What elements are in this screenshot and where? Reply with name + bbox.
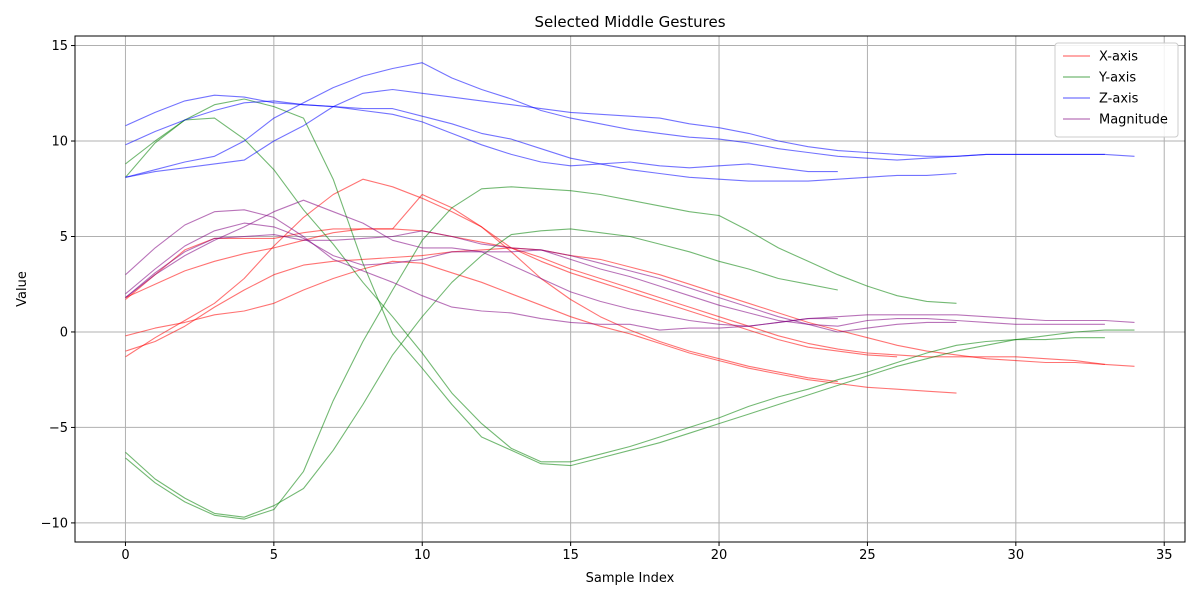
legend-label: X-axis [1099, 50, 1138, 65]
legend-label: Y-axis [1098, 71, 1136, 86]
legend-label: Z-axis [1099, 92, 1139, 107]
plot-frame [74, 35, 1186, 543]
series-line-y-axis-5 [125, 186, 957, 520]
x-tick-label: 15 [562, 548, 579, 563]
series-line-x-axis-2 [125, 247, 1135, 367]
y-tick-label: 15 [51, 39, 68, 54]
y-tick-label: 10 [51, 135, 68, 150]
x-axis-label: Sample Index [586, 571, 675, 586]
y-tick-label: −10 [41, 516, 68, 531]
series-line-y-axis-6 [125, 228, 838, 518]
chart-title: Selected Middle Gestures [534, 13, 725, 31]
x-tick-label: 25 [859, 548, 876, 563]
series-line-x-axis-3 [125, 228, 1105, 365]
series-line-magnitude-15 [125, 230, 1105, 327]
series-line-y-axis-7 [125, 98, 1135, 467]
series-line-magnitude-16 [125, 199, 1135, 327]
series-line-z-axis-9 [125, 94, 838, 173]
x-tick-label: 5 [270, 548, 278, 563]
series-line-x-axis-0 [125, 260, 957, 394]
x-tick-label: 0 [121, 548, 129, 563]
y-tick-label: 0 [60, 325, 68, 340]
x-tick-label: 35 [1156, 548, 1173, 563]
legend: X-axis Y-axis Z-axis Magnitude [1054, 42, 1179, 138]
series-line-y-axis-8 [125, 117, 1105, 463]
series-line-z-axis-11 [125, 88, 1105, 178]
y-axis-label: Value [15, 271, 30, 307]
grid-lines [75, 36, 1185, 542]
axis-ticks: 0 5 10 15 20 25 30 35 −10 −5 0 5 10 15 [41, 39, 1173, 563]
series-lines [125, 62, 1135, 520]
series-line-z-axis-12 [125, 62, 1135, 178]
series-line-magnitude-13 [125, 209, 838, 331]
y-tick-label: 5 [60, 230, 68, 245]
x-tick-label: 30 [1008, 548, 1025, 563]
series-line-z-axis-10 [125, 100, 957, 182]
legend-box [1054, 42, 1179, 138]
y-tick-label: −5 [49, 421, 68, 436]
x-tick-label: 20 [711, 548, 728, 563]
x-tick-label: 10 [414, 548, 431, 563]
legend-label: Magnitude [1099, 113, 1168, 128]
